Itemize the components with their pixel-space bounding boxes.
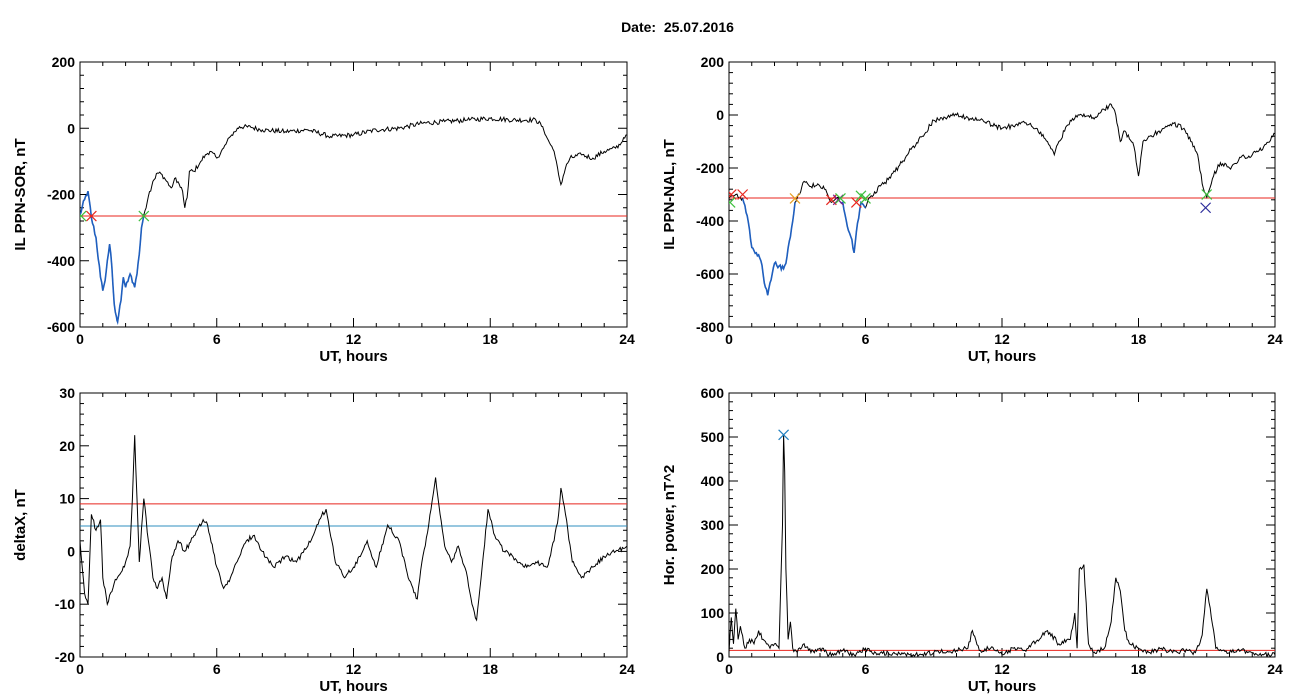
hor-power-x-tick-label: 0 [725, 661, 733, 677]
deltax-x-tick-label: 0 [76, 661, 84, 677]
ppn-sor-y-axis-label: IL PPN-SOR, nT [12, 138, 29, 250]
hor-power-y-tick-label: 400 [701, 473, 725, 489]
hor-power-x-tick-label: 12 [994, 661, 1010, 677]
ppn-nal-y-tick-label: -600 [696, 266, 724, 282]
hor-power-y-tick-label: 100 [701, 605, 725, 621]
ppn-nal-series-line [729, 103, 1275, 296]
deltax-x-tick-label: 24 [619, 661, 635, 677]
ppn-nal-marker [850, 197, 862, 208]
ppn-nal-x-tick-label: 0 [725, 331, 733, 347]
ppn-sor-series-line [80, 115, 627, 324]
ppn-nal-marker [1200, 202, 1212, 214]
ppn-nal-y-tick-label: -400 [696, 213, 724, 229]
hor-power-y-tick-label: 300 [701, 517, 725, 533]
ppn-nal-marker [737, 189, 749, 200]
deltax-x-axis-label: UT, hours [319, 678, 387, 695]
ppn-sor-y-tick-label: 200 [52, 54, 76, 70]
deltax-y-tick-label: 20 [59, 438, 75, 454]
ppn-sor-y-tick-label: -600 [47, 319, 75, 335]
ppn-nal-marker [789, 193, 801, 204]
ppn-nal-x-tick-label: 12 [994, 331, 1010, 347]
ppn-nal-y-tick-label: 0 [716, 107, 724, 123]
ppn-sor-y-tick-label: -400 [47, 253, 75, 269]
deltax-y-tick-label: 0 [67, 543, 75, 559]
ppn-sor-x-axis-label: UT, hours [319, 348, 387, 365]
ppn-nal-x-axis-label: UT, hours [968, 348, 1036, 365]
ppn-nal-y-tick-label: -200 [696, 160, 724, 176]
deltax-y-tick-label: 30 [59, 385, 75, 401]
page-title: Date: 25.07.2016 [621, 19, 734, 35]
ppn-nal-y-tick-label: 200 [701, 54, 725, 70]
hor-power-y-axis-label: Hor. power, nT^2 [661, 465, 678, 585]
ppn-nal-highlight-segment-0 [741, 198, 796, 296]
hor-power-x-tick-label: 24 [1267, 661, 1283, 677]
hor-power-series-line [729, 434, 1275, 657]
ppn-nal-x-tick-label: 6 [862, 331, 870, 347]
ppn-nal-plot-frame [728, 61, 1276, 328]
ppn-sor-x-tick-label: 18 [482, 331, 498, 347]
ppn-nal-marker [832, 194, 844, 206]
deltax-series-line [80, 435, 627, 622]
ppn-sor-x-tick-label: 0 [76, 331, 84, 347]
deltax-plot-frame [79, 392, 628, 658]
ppn-nal-x-tick-label: 24 [1267, 331, 1283, 347]
ppn-sor-highlight-segment-0 [80, 190, 145, 326]
ppn-nal-highlight-segment-1 [839, 200, 867, 253]
ppn-sor-marker [80, 210, 87, 222]
ppn-nal-y-axis-label: IL PPN-NAL, nT [661, 139, 678, 250]
hor-power-y-tick-label: 200 [701, 561, 725, 577]
hor-power-x-axis-label: UT, hours [968, 678, 1036, 695]
ppn-sor-x-tick-label: 12 [346, 331, 362, 347]
ppn-sor-x-tick-label: 24 [619, 331, 635, 347]
deltax-x-tick-label: 18 [482, 661, 498, 677]
ppn-nal-marker [835, 193, 846, 204]
ppn-sor-y-tick-label: -200 [47, 187, 75, 203]
hor-power-y-tick-label: 600 [701, 385, 725, 401]
ppn-sor-y-tick-label: 0 [67, 120, 75, 136]
ppn-sor-x-tick-label: 6 [213, 331, 221, 347]
hor-power-y-tick-label: 0 [716, 649, 724, 665]
deltax-y-axis-label: deltaX, nT [12, 489, 29, 561]
deltax-y-tick-label: -20 [55, 649, 75, 665]
ppn-nal-marker [860, 193, 871, 204]
hor-power-y-tick-label: 500 [701, 429, 725, 445]
ppn-nal-marker [729, 197, 736, 208]
ppn-nal-marker [1201, 189, 1213, 200]
hor-power-plot-frame [728, 392, 1276, 658]
hor-power-marker [778, 429, 790, 441]
deltax-x-tick-label: 12 [346, 661, 362, 677]
ppn-nal-y-tick-label: -800 [696, 319, 724, 335]
ppn-sor-plot-frame [79, 61, 628, 328]
deltax-y-tick-label: 10 [59, 491, 75, 507]
hor-power-x-tick-label: 18 [1131, 661, 1147, 677]
hor-power-x-tick-label: 6 [862, 661, 870, 677]
deltax-x-tick-label: 6 [213, 661, 221, 677]
ppn-sor-marker [85, 210, 97, 222]
ppn-sor-marker [138, 210, 150, 222]
ppn-nal-x-tick-label: 18 [1131, 331, 1147, 347]
deltax-y-tick-label: -10 [55, 596, 75, 612]
